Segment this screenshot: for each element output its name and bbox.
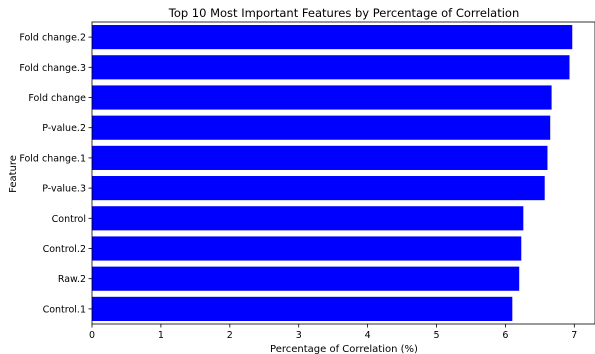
x-tick-label: 6: [502, 330, 508, 341]
chart-title: Top 10 Most Important Features by Percen…: [168, 6, 520, 20]
x-tick-label: 4: [365, 330, 371, 341]
x-tick-label: 5: [433, 330, 439, 341]
x-tick-label: 0: [89, 330, 95, 341]
bar: [92, 206, 524, 231]
y-tick-label: Control.1: [43, 304, 86, 315]
bar: [92, 236, 522, 261]
bar: [92, 296, 513, 321]
bar: [92, 115, 551, 140]
y-tick-label: Raw.2: [58, 274, 86, 285]
y-tick-label: Fold change.1: [19, 153, 86, 164]
y-axis-ticks: Fold change.2 Fold change.3 Fold change P-v…: [19, 33, 92, 315]
y-tick-label: Control.2: [43, 244, 86, 255]
bar: [92, 145, 548, 170]
bar: [92, 55, 570, 80]
plot-frame: [91, 21, 595, 325]
x-axis-ticks: 0 1 2 3 4 5 6 7: [89, 324, 577, 341]
y-tick-label: Fold change.3: [19, 63, 86, 74]
y-tick-label: P-value.2: [42, 123, 86, 134]
x-tick-label: 1: [158, 330, 164, 341]
y-tick-label: Control: [52, 214, 86, 225]
bar: [92, 176, 545, 201]
x-tick-label: 7: [571, 330, 577, 341]
bars-layer: [92, 25, 573, 321]
x-tick-label: 2: [227, 330, 233, 341]
bar: [92, 266, 520, 291]
y-tick-label: Fold change.2: [19, 33, 86, 44]
y-axis-label: Feature: [8, 155, 19, 193]
y-tick-label: P-value.3: [42, 184, 86, 195]
x-tick-label: 3: [296, 330, 302, 341]
x-axis-label: Percentage of Correlation (%): [270, 344, 418, 354]
y-tick-label: Fold change: [28, 93, 86, 104]
bar: [92, 85, 552, 110]
bar: [92, 25, 573, 50]
